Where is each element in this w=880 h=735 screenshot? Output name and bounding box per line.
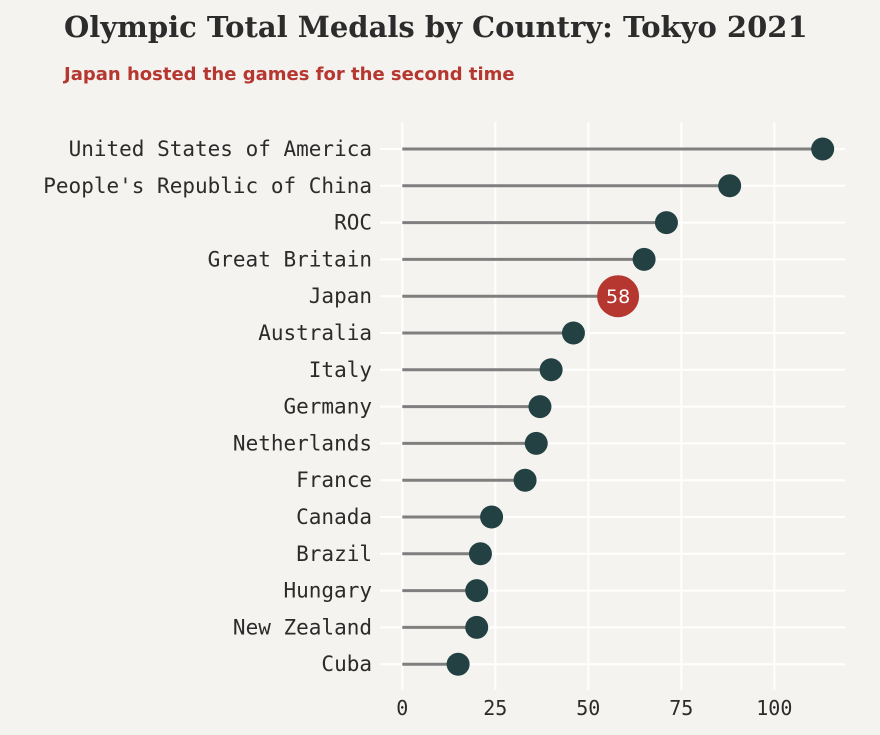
y-tick-label: Great Britain: [208, 247, 372, 271]
data-point: [513, 468, 537, 492]
data-point: [539, 358, 563, 382]
y-tick-label: New Zealand: [233, 615, 372, 639]
y-tick-label: ROC: [334, 211, 372, 235]
data-point: [811, 137, 835, 161]
data-point: [468, 542, 492, 566]
y-tick-label: Germany: [283, 395, 372, 419]
chart-subtitle: Japan hosted the games for the second ti…: [64, 64, 515, 85]
y-tick-label: People's Republic of China: [43, 174, 372, 198]
x-tick-label: 75: [669, 696, 693, 720]
y-tick-label: Canada: [296, 505, 372, 529]
data-point: [632, 247, 656, 271]
data-point: [524, 431, 548, 455]
x-tick-label: 100: [756, 696, 792, 720]
y-tick-label: France: [296, 468, 372, 492]
y-tick-label: Brazil: [296, 542, 372, 566]
y-tick-label: Australia: [258, 321, 372, 345]
y-tick-label: Japan: [309, 284, 372, 308]
x-tick-label: 0: [396, 696, 408, 720]
chart-title: Olympic Total Medals by Country: Tokyo 2…: [64, 10, 808, 44]
x-tick-label: 50: [576, 696, 600, 720]
data-point: [528, 395, 552, 419]
data-point: [465, 579, 489, 603]
x-tick-label: 25: [483, 696, 507, 720]
data-point: [654, 211, 678, 235]
y-tick-label: United States of America: [69, 137, 372, 161]
data-point: [465, 615, 489, 639]
data-point: [561, 321, 585, 345]
y-tick-label: Netherlands: [233, 431, 372, 455]
data-point: [446, 652, 470, 676]
highlight-label: 58: [606, 286, 630, 308]
highlight-dot: [597, 275, 640, 318]
y-tick-label: Italy: [309, 358, 372, 382]
data-point: [480, 505, 504, 529]
y-tick-label: Cuba: [321, 652, 372, 676]
data-point: [718, 174, 742, 198]
y-tick-label: Hungary: [283, 579, 372, 603]
